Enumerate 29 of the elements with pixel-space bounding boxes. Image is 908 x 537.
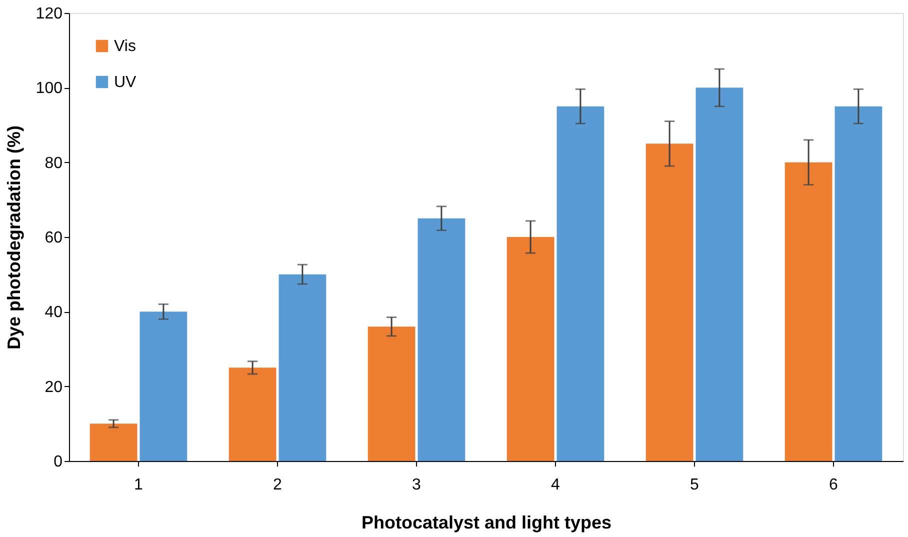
x-tick-label: 4 [551, 476, 560, 494]
x-tick-label: 2 [273, 476, 282, 494]
x-tick-label: 5 [690, 476, 700, 494]
bar [368, 326, 416, 461]
x-tick-label: 3 [412, 476, 422, 494]
y-tick-label: 20 [44, 378, 63, 396]
bar [90, 424, 138, 461]
bar [556, 106, 604, 461]
bar [140, 312, 188, 461]
legend-label: UV [114, 74, 137, 91]
y-tick-label: 60 [44, 230, 63, 246]
x-tick-label: 1 [134, 476, 144, 494]
y-tick-label: 40 [44, 304, 63, 322]
x-axis-title: Photocatalyst and light types [361, 512, 612, 532]
y-tick-label: 120 [36, 6, 63, 22]
bar [784, 162, 832, 461]
x-tick-label: 6 [829, 476, 838, 494]
y-tick-label: 80 [44, 154, 63, 172]
y-tick-label: 0 [54, 454, 63, 470]
bar [696, 88, 744, 461]
bar [646, 144, 694, 461]
bar [834, 106, 882, 461]
y-tick-label: 100 [36, 80, 63, 98]
bar [418, 218, 466, 461]
y-axis-title: Dye photodegradation (%) [4, 125, 24, 350]
legend-label: Vis [114, 38, 136, 55]
bar [506, 237, 554, 461]
bar [228, 368, 276, 461]
bar [278, 274, 326, 461]
